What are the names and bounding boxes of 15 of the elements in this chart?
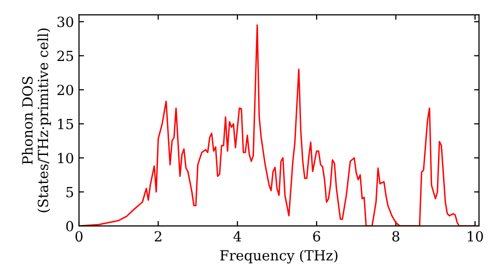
x-tick-label: 0 bbox=[75, 231, 82, 242]
x-tick-label: 2 bbox=[154, 231, 162, 242]
x-tick-label: 4 bbox=[233, 231, 242, 242]
y-tick-label: 10 bbox=[58, 152, 74, 164]
y-tick-label: 0 bbox=[66, 220, 74, 232]
y-tick-label: 15 bbox=[58, 118, 74, 130]
x-axis-title: Frequency (THz) bbox=[220, 250, 338, 264]
y-tick-label: 20 bbox=[57, 84, 74, 96]
x-tick-label: 8 bbox=[392, 231, 400, 242]
x-tick-label: 10 bbox=[468, 231, 483, 242]
y-tick-label: 25 bbox=[57, 50, 74, 62]
y-tick-label: 30 bbox=[58, 16, 74, 28]
x-tick-label: 6 bbox=[313, 231, 320, 242]
y-tick-label: 5 bbox=[66, 187, 74, 198]
y-axis-title: Phonon DOS (States/THz·primitive cell) bbox=[22, 28, 51, 212]
